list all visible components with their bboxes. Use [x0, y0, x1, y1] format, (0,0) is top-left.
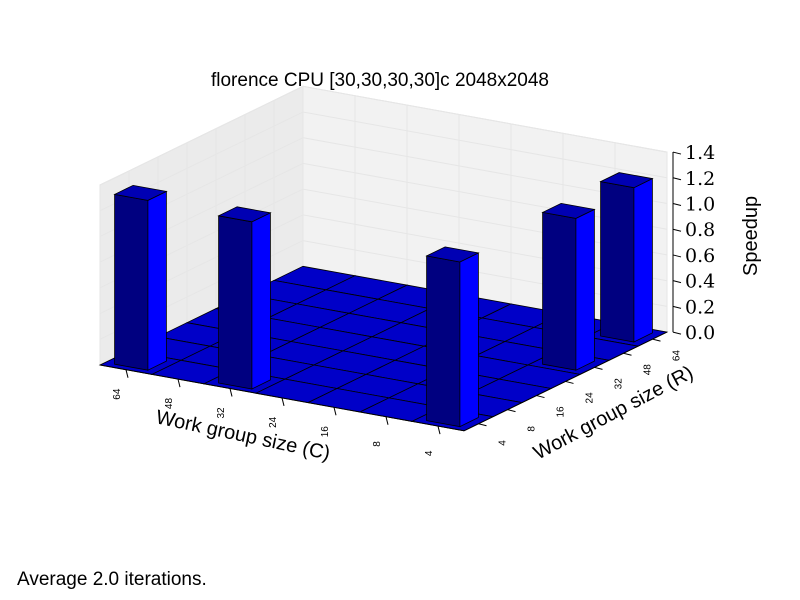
bar-front-face — [426, 255, 461, 428]
y-tick-label: 24 — [585, 392, 596, 404]
bar-side-face — [147, 190, 167, 371]
z-tick — [672, 177, 682, 181]
bar-front-face — [542, 211, 577, 371]
x-tick-label: 48 — [164, 398, 175, 410]
x-tick — [385, 416, 389, 425]
x-tick — [437, 425, 441, 435]
bar-4-32 — [541, 202, 596, 371]
chart-title: florence CPU [30,30,30,30]c 2048x2048 — [210, 70, 549, 91]
y-tick — [594, 366, 603, 370]
bar-4-64 — [599, 172, 654, 343]
x-tick — [177, 378, 181, 388]
x-tick — [333, 407, 337, 416]
bar-top-face — [217, 206, 272, 223]
footnote: Average 2.0 iterations. — [17, 569, 207, 590]
axes: 6448322416844816243248640.00.20.40.60.81… — [99, 142, 715, 456]
z-tick-label: 0.0 — [685, 322, 715, 344]
bar-front-face — [218, 215, 253, 390]
z-tick — [672, 151, 682, 155]
x-tick-label: 32 — [216, 407, 227, 419]
x-tick-label: 64 — [112, 388, 123, 400]
y-tick — [623, 352, 632, 356]
z-tick — [672, 228, 682, 232]
z-tick — [672, 331, 682, 335]
z-tick — [672, 203, 682, 206]
x-tick — [281, 397, 285, 407]
x-tick-label: 24 — [268, 416, 279, 428]
bar-side-face — [633, 177, 653, 343]
x-tick-label: 16 — [320, 426, 331, 438]
bar-top-face — [599, 172, 654, 189]
z-tick — [672, 254, 682, 258]
z-tick-label: 0.2 — [685, 296, 715, 318]
bar-32-4 — [217, 206, 272, 390]
bar-front-face — [114, 193, 149, 371]
y-tick — [478, 423, 487, 427]
bar-top-face — [113, 184, 168, 201]
z-tick — [672, 280, 682, 284]
z-tick-label: 1.0 — [685, 194, 715, 216]
y-tick — [565, 380, 574, 384]
x-tick-label: 8 — [372, 441, 383, 447]
x-tick — [229, 388, 233, 397]
y-tick-label: 16 — [556, 406, 567, 418]
z-tick — [672, 305, 682, 309]
bar-side-face — [575, 208, 595, 371]
bar-4-4 — [425, 246, 480, 428]
y-tick-label: 4 — [498, 440, 509, 446]
y-tick — [507, 409, 516, 413]
y-tick-label: 8 — [527, 426, 538, 432]
bar-side-face — [459, 252, 479, 428]
y-tick-label: 64 — [672, 350, 683, 362]
y-tick-label: 48 — [643, 364, 654, 376]
z-tick-label: 1.2 — [685, 168, 715, 190]
bars — [113, 172, 654, 428]
bar-side-face — [251, 212, 271, 390]
bar-top-face — [425, 246, 480, 263]
z-tick-label: 0.8 — [685, 219, 715, 241]
x-tick-label: 4 — [424, 450, 435, 456]
x-axis-label: Work group size (C) — [154, 406, 332, 464]
y-tick — [536, 395, 545, 399]
z-tick-label: 0.6 — [685, 245, 715, 267]
z-tick-label: 1.4 — [685, 142, 715, 164]
bar-front-face — [600, 181, 635, 343]
bar-64-4 — [113, 184, 168, 371]
z-tick-label: 0.4 — [685, 271, 715, 293]
y-tick — [652, 338, 661, 342]
z-axis-label: Speedup — [740, 196, 762, 276]
y-tick-label: 32 — [614, 378, 625, 390]
x-tick — [125, 369, 129, 378]
bar-top-face — [541, 202, 596, 219]
